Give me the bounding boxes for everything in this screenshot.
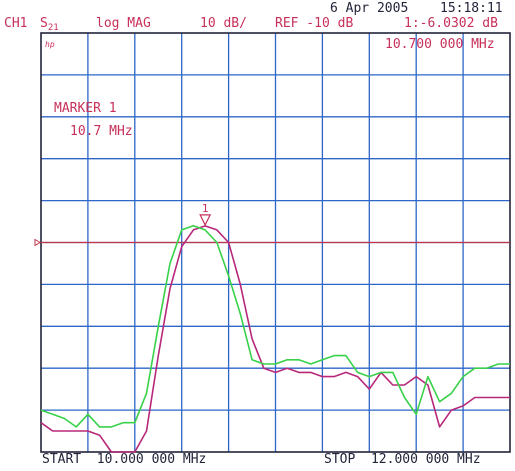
start-frequency: START 10.000 000 MHz xyxy=(42,452,207,467)
reference-pointer-icon xyxy=(34,238,41,247)
parameter-main: S xyxy=(40,16,48,31)
header-date: 6 Apr 2005 xyxy=(330,1,409,16)
channel-label: CH1 xyxy=(4,16,28,31)
marker-number-label: 1 xyxy=(202,202,209,215)
marker-triangle-icon xyxy=(199,214,212,227)
marker-title: MARKER 1 xyxy=(54,101,117,116)
trace-line-1 xyxy=(40,225,510,453)
marker-value: 10.7 MHz xyxy=(70,124,133,139)
hp-logo: hp xyxy=(45,40,55,49)
parameter-subscript: 21 xyxy=(47,23,59,33)
reference-layer xyxy=(34,238,510,247)
parameter-label: S21 xyxy=(40,16,59,33)
marker-readout: 1:-6.0302 dB xyxy=(404,16,498,31)
format-label: log MAG xyxy=(96,16,151,31)
stop-frequency: STOP 12.000 000 MHz xyxy=(324,452,481,467)
marker-frequency: 10.700 000 MHz xyxy=(385,37,495,52)
reference-label: REF -10 dB xyxy=(275,16,354,31)
trace-line-2 xyxy=(40,224,510,428)
header-time: 15:18:11 xyxy=(440,1,503,16)
trace-layer xyxy=(40,224,510,453)
scale-label: 10 dB/ xyxy=(200,16,247,31)
marker-layer: 1 xyxy=(199,202,212,227)
